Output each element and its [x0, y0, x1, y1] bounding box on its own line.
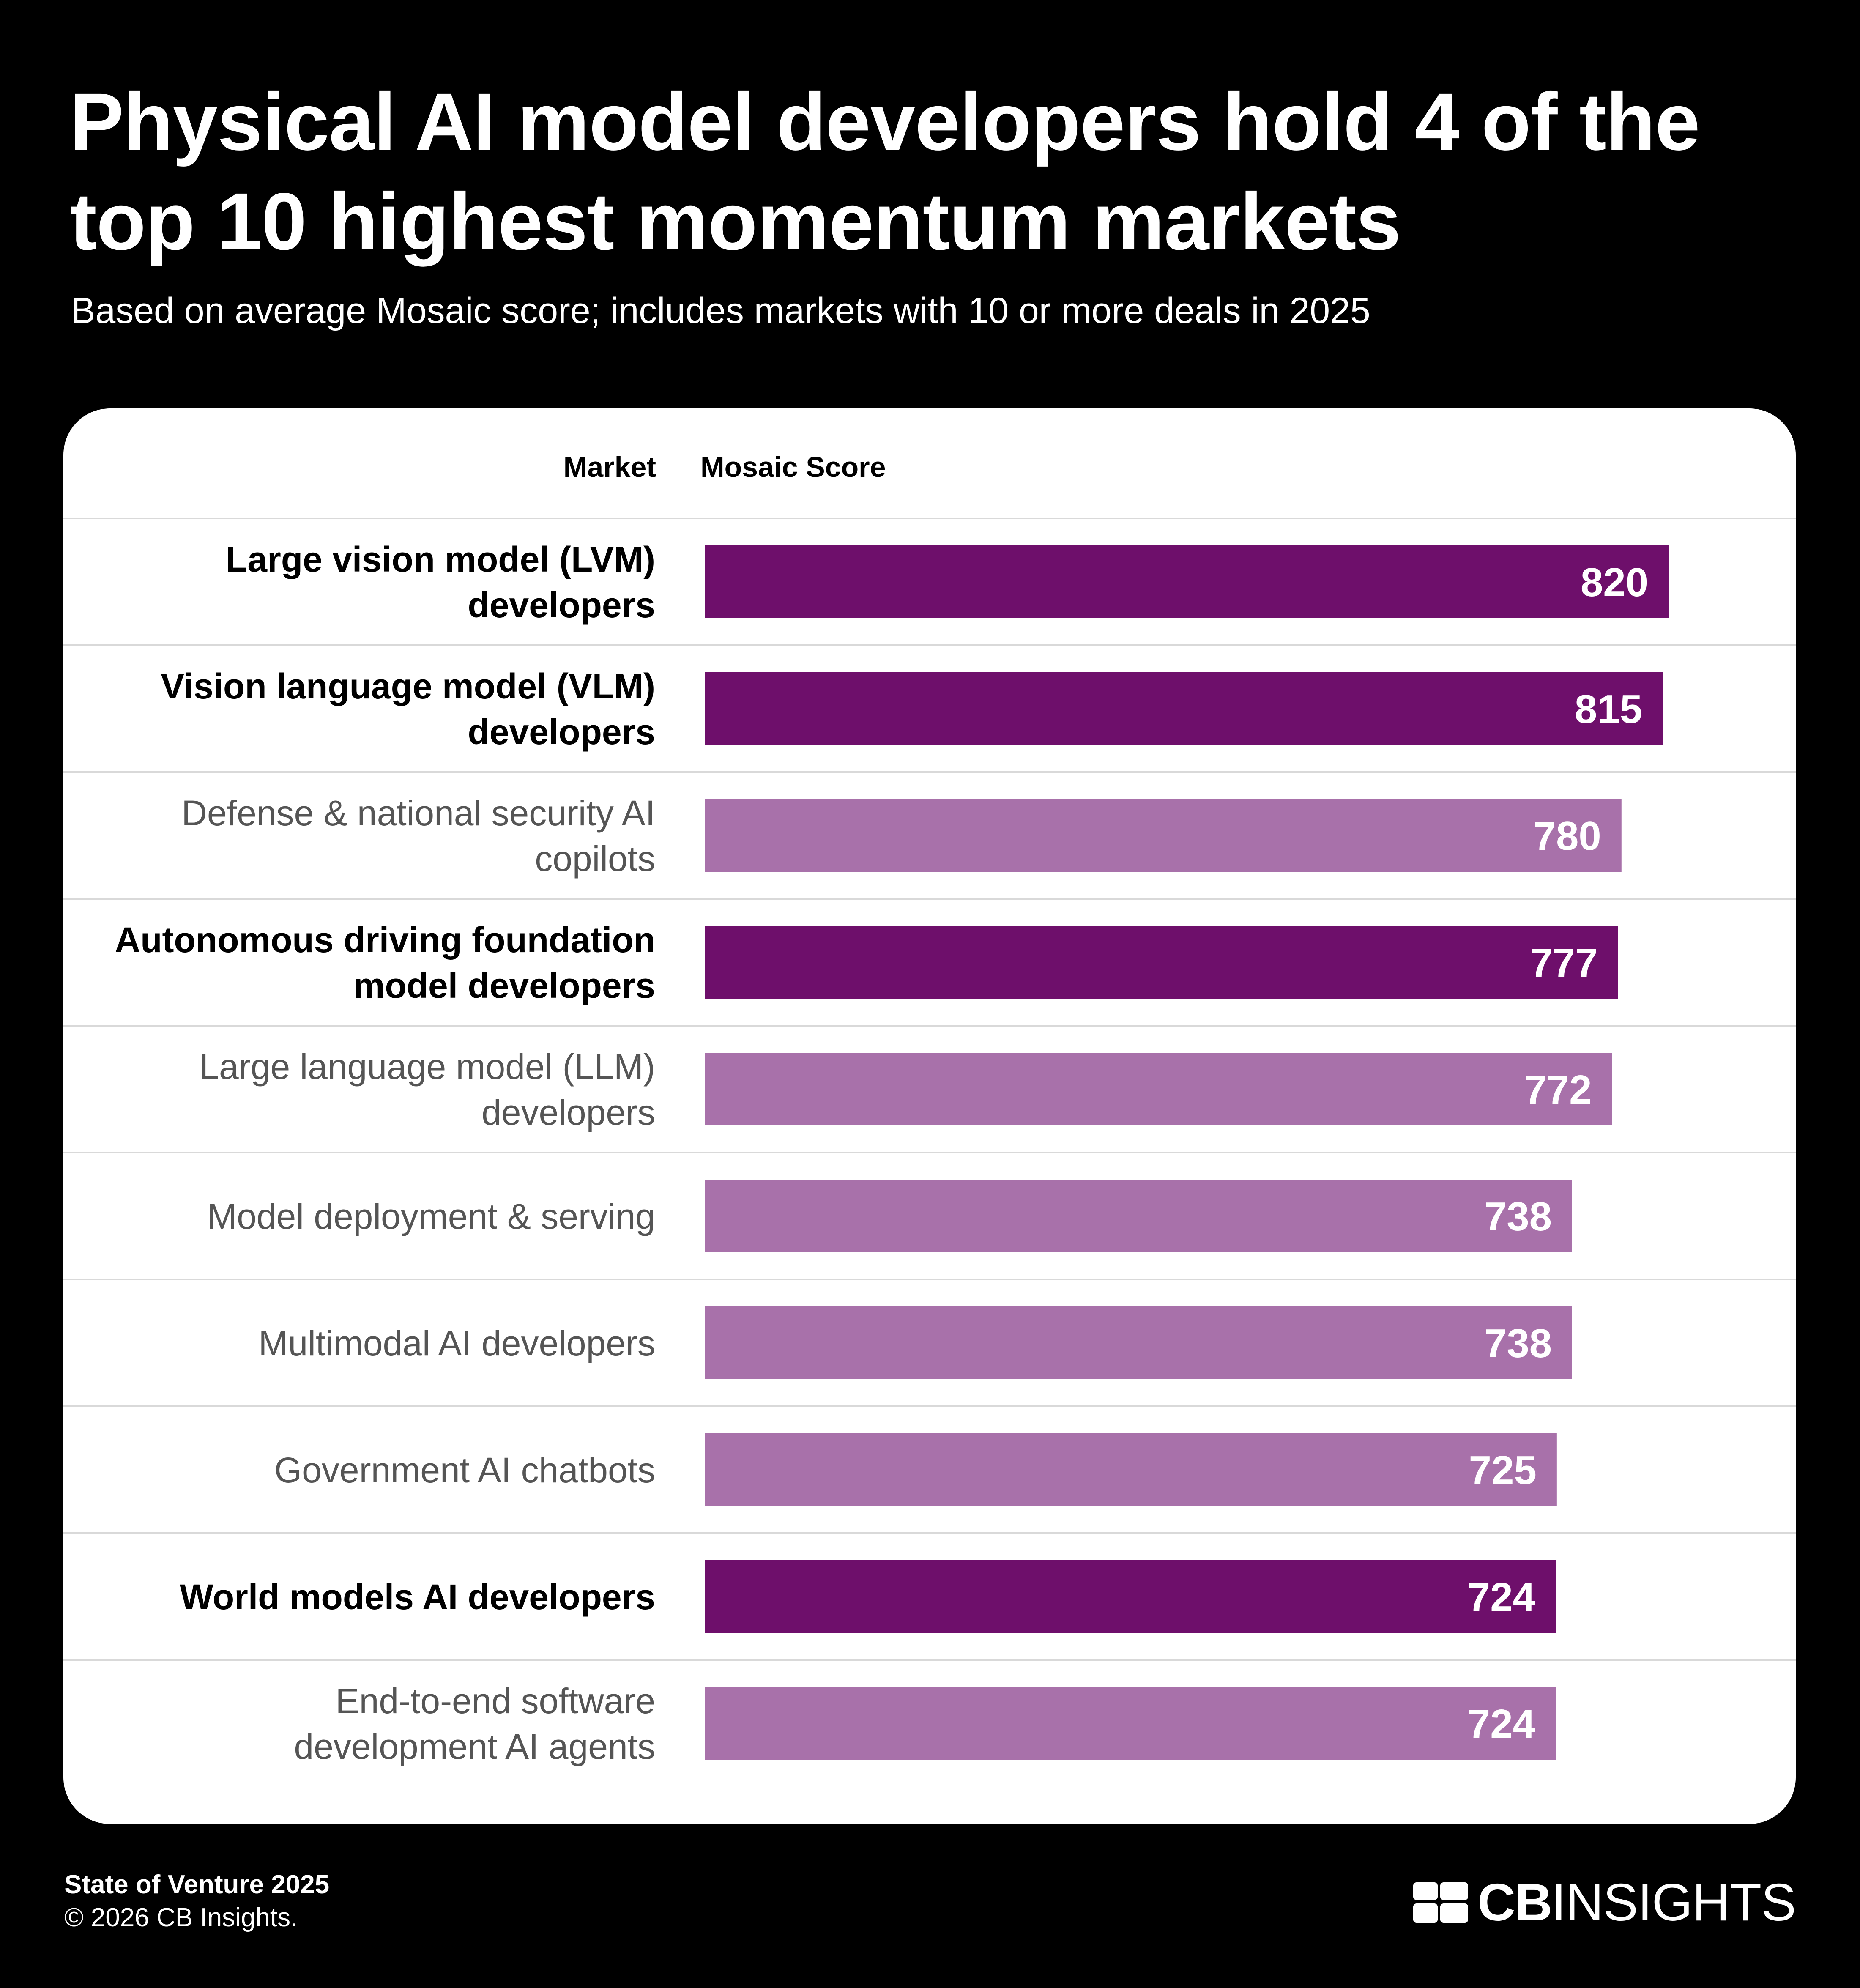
footer-report-title: State of Venture 2025 — [64, 1870, 330, 1899]
category-label-line: Model deployment & serving — [207, 1197, 655, 1236]
category-label-line: copilots — [535, 839, 655, 879]
category-label-line: Large language model (LLM) — [199, 1047, 655, 1087]
bar — [705, 799, 1622, 872]
subtitle: Based on average Mosaic score; includes … — [71, 290, 1370, 331]
category-label-line: Autonomous driving foundation — [115, 920, 655, 960]
market-column-header: Market — [563, 451, 656, 483]
logo-text-bold: CB — [1477, 1873, 1552, 1932]
bar-value-label: 815 — [1575, 687, 1642, 732]
bar — [705, 545, 1669, 618]
bar — [705, 672, 1663, 745]
category-label-line: developers — [468, 712, 655, 752]
bar — [705, 1306, 1572, 1379]
category-label: Large vision model (LVM) developers — [226, 539, 655, 625]
bar-value-label: 738 — [1484, 1194, 1552, 1239]
category-label-line: World models AI developers — [180, 1577, 655, 1617]
category-label: End-to-end software development AI agents — [294, 1681, 655, 1766]
category-label-line: developers — [481, 1093, 655, 1132]
category-label: Multimodal AI developers — [259, 1323, 655, 1363]
bar-value-label: 820 — [1581, 560, 1648, 605]
bar — [705, 1433, 1557, 1506]
category-label: Government AI chatbots — [274, 1450, 655, 1490]
score-column-header: Mosaic Score — [700, 451, 886, 483]
bar-value-label: 738 — [1484, 1321, 1552, 1366]
cb-insights-logo: CB INSIGHTS — [1413, 1873, 1796, 1932]
category-label: Large language model (LLM) developers — [199, 1047, 655, 1132]
category-label: Vision language model (VLM) developers — [161, 666, 655, 752]
category-label-line: development AI agents — [294, 1727, 655, 1766]
footer-copyright: © 2026 CB Insights. — [64, 1903, 298, 1932]
category-label-line: Large vision model (LVM) — [226, 539, 655, 579]
category-label-line: End-to-end software — [336, 1681, 655, 1721]
bar — [705, 1560, 1556, 1633]
category-label-line: Government AI chatbots — [274, 1450, 655, 1490]
bar-value-label: 772 — [1524, 1067, 1592, 1112]
chart-card: Market Mosaic Score 820 Large vision mode… — [63, 408, 1796, 1824]
category-label-line: Vision language model (VLM) — [161, 666, 655, 706]
bar-value-label: 780 — [1534, 813, 1601, 859]
category-label: Model deployment & serving — [207, 1197, 655, 1236]
title-line-1: Physical AI model developers hold 4 of t… — [70, 76, 1700, 167]
category-label-line: Multimodal AI developers — [259, 1323, 655, 1363]
category-label: World models AI developers — [180, 1577, 655, 1617]
page-title: Physical AI model developers hold 4 of t… — [70, 72, 1803, 271]
bar — [705, 1687, 1556, 1760]
bar — [705, 1053, 1612, 1125]
bar-value-label: 724 — [1468, 1575, 1535, 1620]
bar — [705, 1180, 1572, 1252]
bar-value-label: 724 — [1468, 1701, 1535, 1747]
cb-logo-icon — [1413, 1882, 1469, 1923]
logo-text-light: INSIGHTS — [1551, 1873, 1796, 1932]
bar-chart: 820 Large vision model (LVM) developers 815… — [63, 518, 1796, 1766]
category-label: Defense & national security AI copilots — [181, 793, 655, 879]
category-label-line: developers — [468, 585, 655, 625]
category-label-line: Defense & national security AI — [181, 793, 655, 833]
bar — [705, 926, 1618, 999]
bar-value-label: 725 — [1469, 1448, 1537, 1493]
category-label-line: model developers — [353, 966, 655, 1005]
bar-value-label: 777 — [1530, 940, 1597, 986]
category-label: Autonomous driving foundation model devel… — [115, 920, 655, 1005]
title-line-2: top 10 highest momentum markets — [70, 176, 1401, 267]
